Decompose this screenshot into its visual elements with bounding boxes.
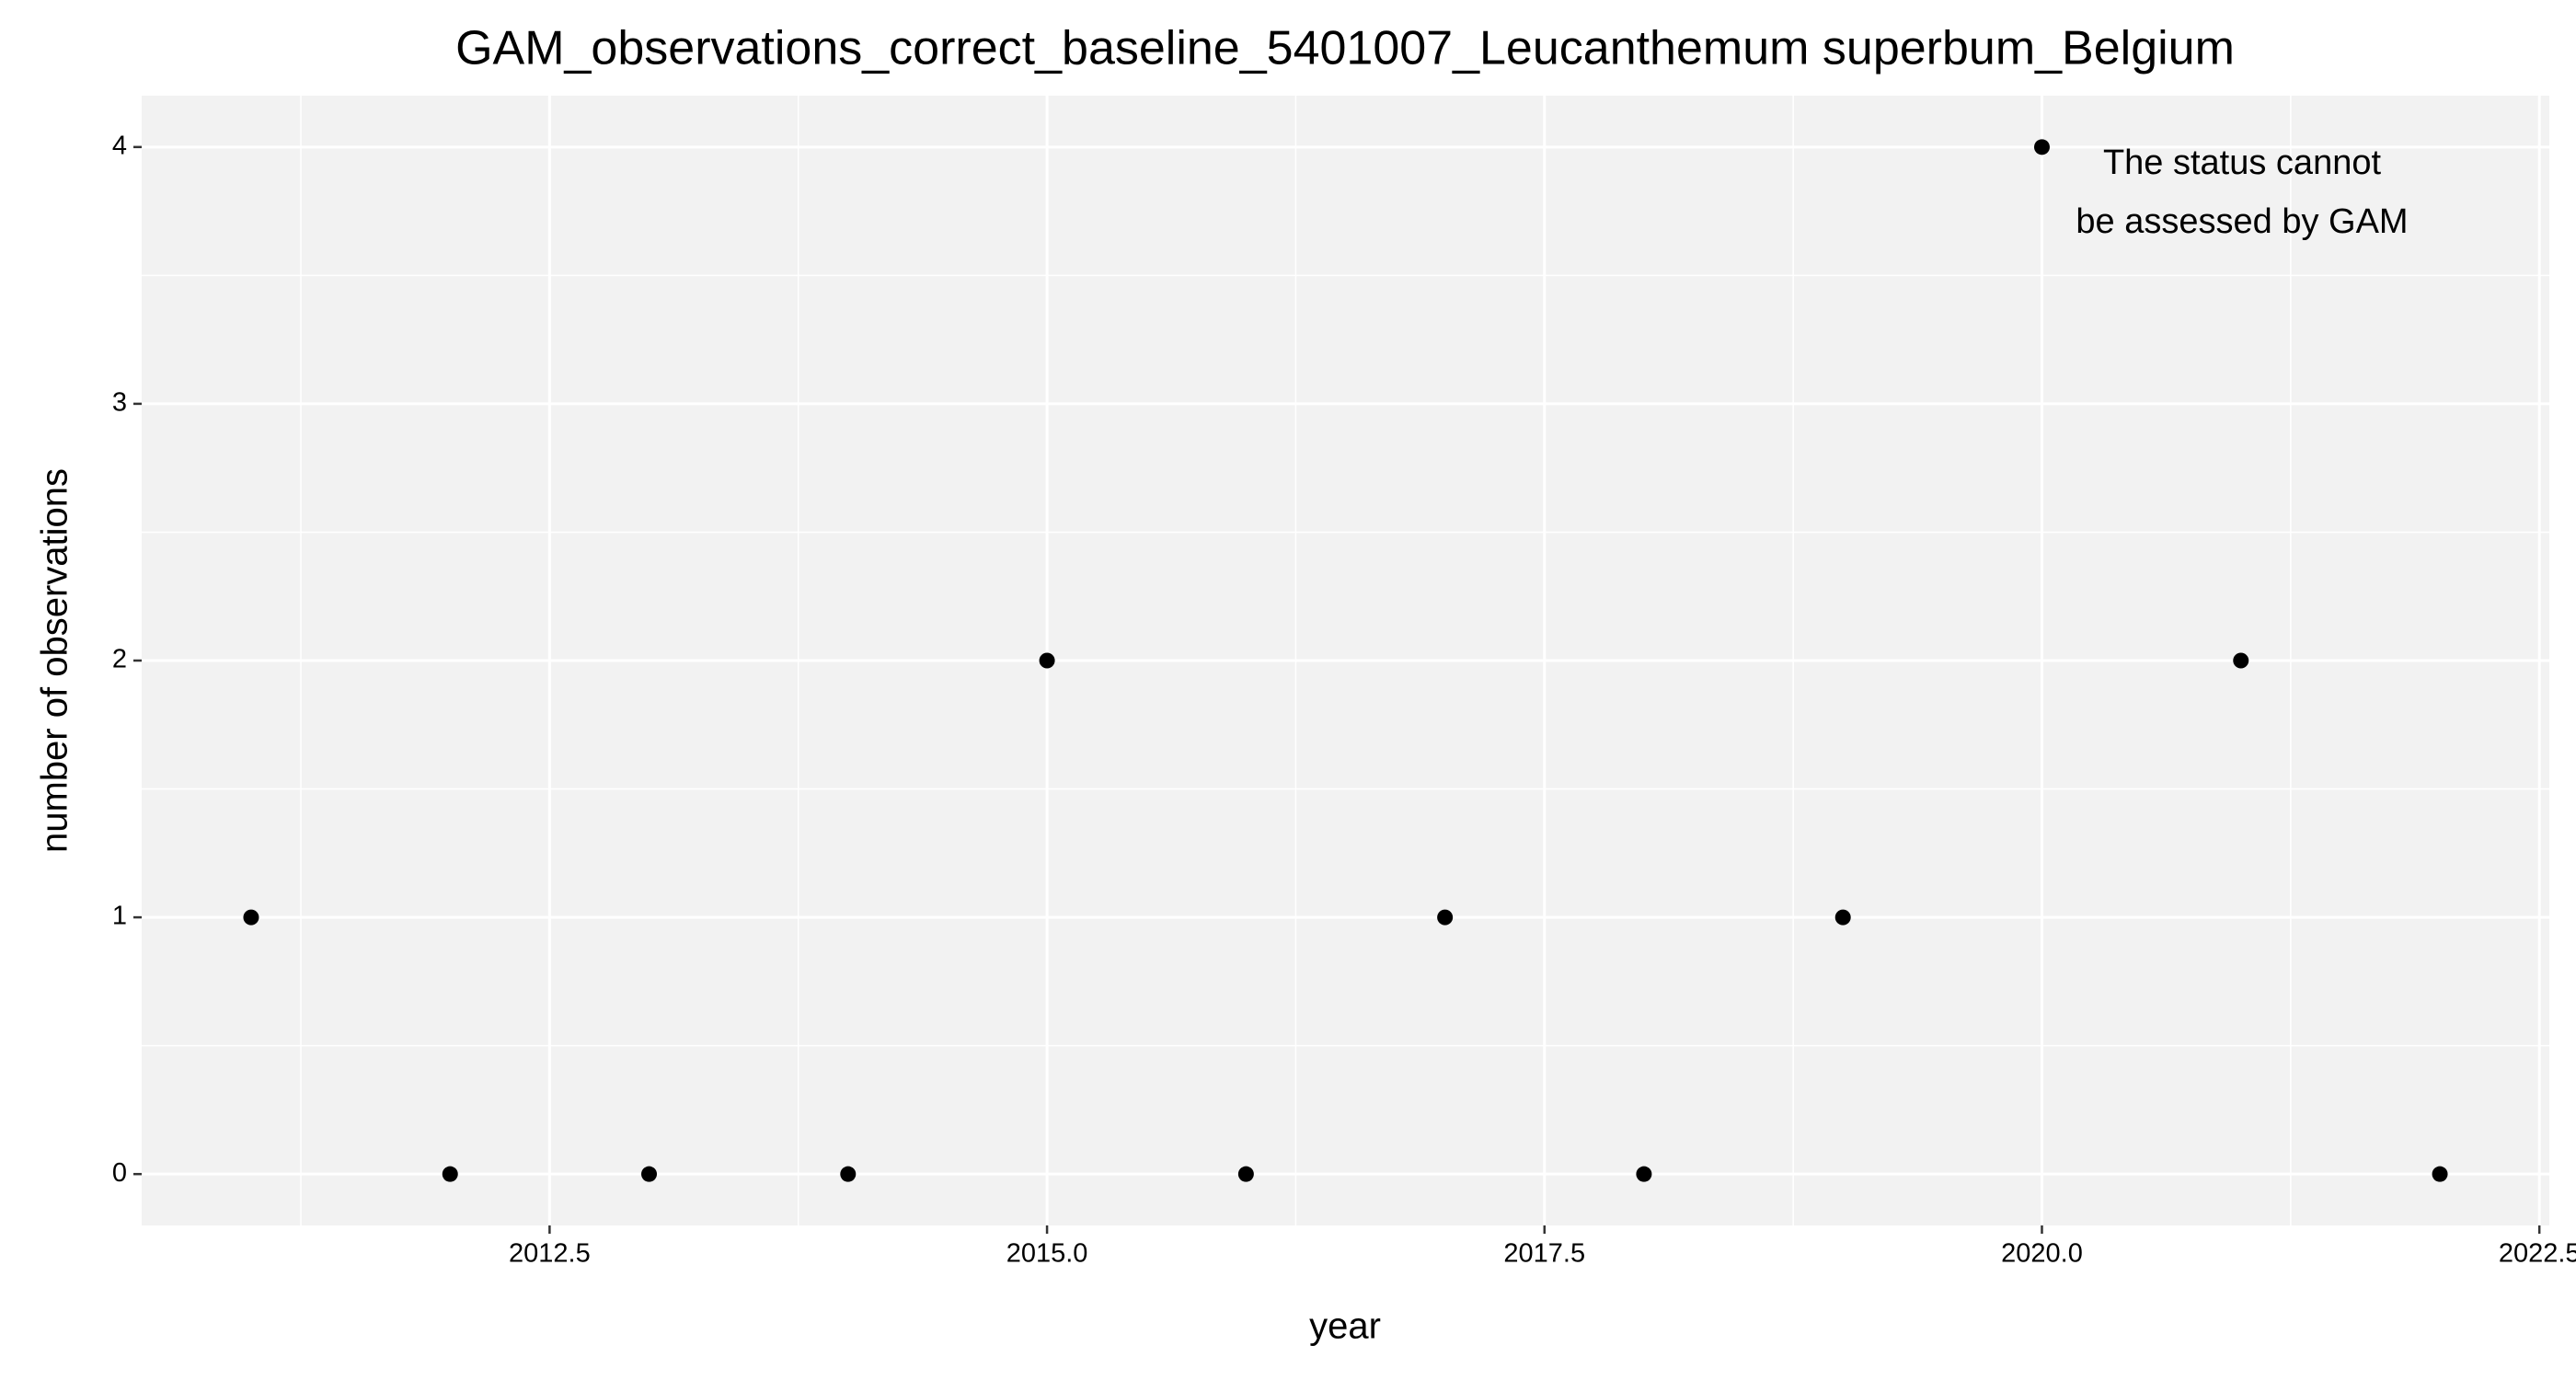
data-point [2432,1166,2448,1182]
data-point [442,1166,458,1182]
y-axis-label: number of observations [35,468,75,853]
data-point [2033,139,2050,155]
y-tick-label: 0 [112,1158,127,1188]
annotation: be assessed by GAM [2076,202,2408,241]
data-point [1039,652,1055,669]
x-tick-label: 2015.0 [1006,1239,1088,1269]
y-tick-label: 3 [112,388,127,418]
x-tick-label: 2020.0 [2001,1239,2083,1269]
chart-title: GAM_observations_correct_baseline_540100… [455,22,2235,75]
data-point [840,1166,857,1182]
data-point [2233,652,2249,669]
data-point [641,1166,658,1182]
y-tick-label: 4 [112,131,127,160]
y-tick-label: 1 [112,902,127,931]
data-point [1636,1166,1652,1182]
data-point [1437,909,1454,926]
x-tick-label: 2022.5 [2499,1239,2576,1269]
data-point [243,909,259,926]
y-tick-label: 2 [112,645,127,674]
data-point [1237,1166,1254,1182]
data-point [1834,909,1851,926]
x-axis-label: year [1309,1306,1381,1347]
x-tick-label: 2017.5 [1503,1239,1585,1269]
annotation: The status cannot [2103,144,2382,182]
x-tick-label: 2012.5 [509,1239,591,1269]
